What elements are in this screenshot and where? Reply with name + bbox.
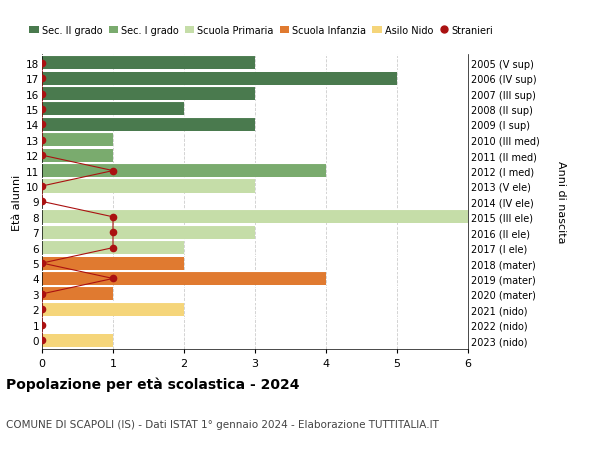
Bar	[42, 180, 255, 193]
Y-axis label: Età alunni: Età alunni	[12, 174, 22, 230]
Text: Popolazione per età scolastica - 2024: Popolazione per età scolastica - 2024	[6, 376, 299, 391]
Bar	[42, 118, 255, 132]
Text: COMUNE DI SCAPOLI (IS) - Dati ISTAT 1° gennaio 2024 - Elaborazione TUTTITALIA.IT: COMUNE DI SCAPOLI (IS) - Dati ISTAT 1° g…	[6, 419, 439, 429]
Bar	[42, 226, 255, 239]
Bar	[42, 103, 184, 116]
Y-axis label: Anni di nascita: Anni di nascita	[556, 161, 566, 243]
Bar	[42, 134, 113, 147]
Bar	[42, 288, 113, 301]
Bar	[42, 57, 255, 70]
Bar	[42, 88, 255, 101]
Bar	[42, 257, 184, 270]
Bar	[42, 241, 184, 255]
Bar	[42, 334, 113, 347]
Bar	[42, 149, 113, 162]
Bar	[42, 165, 326, 178]
Bar	[42, 303, 184, 316]
Bar	[42, 211, 503, 224]
Bar	[42, 73, 397, 85]
Bar	[42, 272, 326, 285]
Legend: Sec. II grado, Sec. I grado, Scuola Primaria, Scuola Infanzia, Asilo Nido, Stran: Sec. II grado, Sec. I grado, Scuola Prim…	[26, 22, 497, 39]
